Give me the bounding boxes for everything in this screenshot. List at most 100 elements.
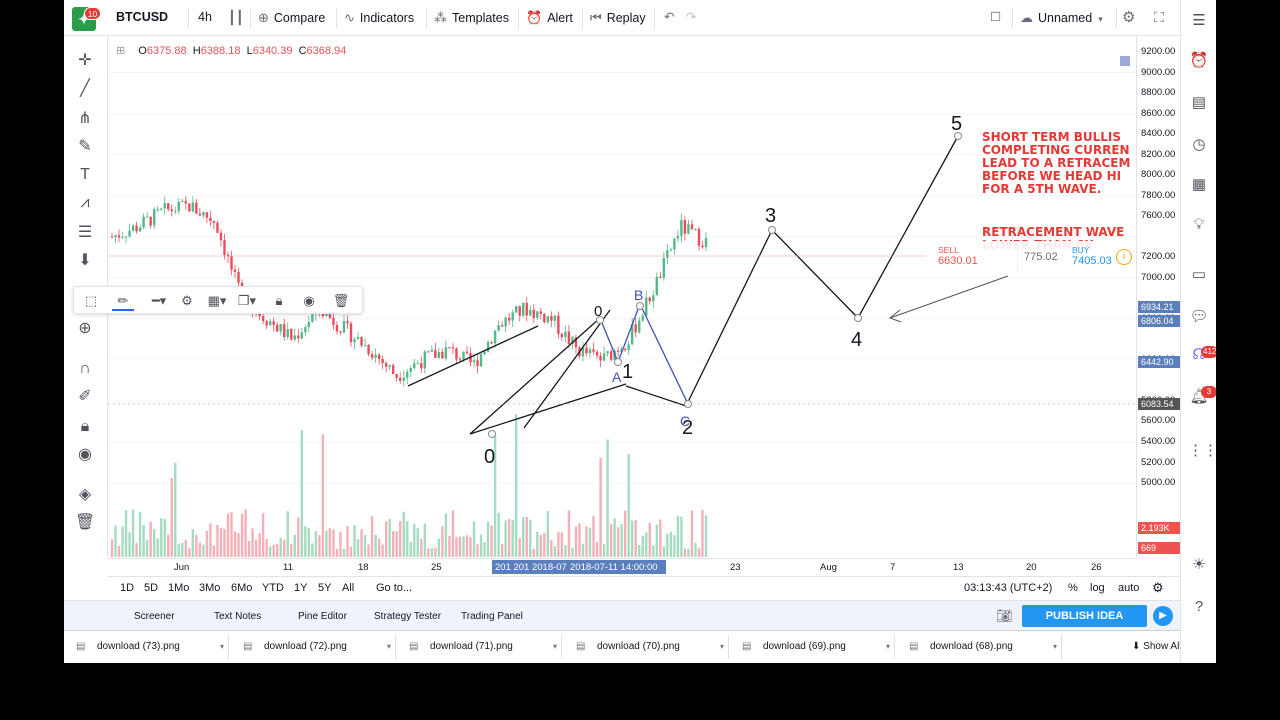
download-item[interactable]: ▤ download (69).png ▾	[732, 635, 895, 659]
interval-button[interactable]: 4h	[198, 10, 212, 24]
range-ytd[interactable]: YTD	[262, 582, 284, 594]
calendar-button[interactable]: ▦	[1188, 174, 1210, 196]
tab-screener[interactable]: Screener	[134, 611, 175, 622]
symbol-search-button[interactable]: BTCUSD	[116, 10, 169, 24]
tab-pine-editor[interactable]: Pine Editor	[298, 611, 347, 622]
crosshair-tool[interactable]: ✛	[74, 50, 96, 72]
abc-correction-path[interactable]	[599, 302, 689, 405]
tab-strategy-tester[interactable]: Strategy Tester	[374, 611, 442, 622]
template-button[interactable]: ⬚	[80, 291, 102, 311]
download-item[interactable]: ▤ download (71).png ▾	[399, 635, 562, 659]
fullscreen-button[interactable]: ⛶	[1154, 0, 1164, 35]
download-item[interactable]: ▤ download (70).png ▾	[566, 635, 729, 659]
more-tools-button[interactable]: ⬇	[74, 250, 96, 272]
info-icon[interactable]	[1120, 56, 1130, 66]
wedge-upper-line[interactable]	[469, 317, 601, 435]
publish-idea-button[interactable]: PUBLISH IDEA	[1022, 605, 1147, 627]
pointer-arrow[interactable]	[889, 275, 1009, 319]
magnet-tool[interactable]: ∩	[74, 358, 96, 380]
time-axis[interactable]: Jun 11 18 25 201 201 2018-07 2018-07-11 …	[108, 558, 1136, 576]
show-all-button[interactable]: ⬇ Show All	[1132, 641, 1182, 652]
zoom-tool[interactable]: ⊕	[74, 318, 96, 340]
indicators-button[interactable]: ∿ Indicators	[344, 0, 414, 35]
line-style-button[interactable]: ━▾	[142, 291, 176, 311]
auto-toggle[interactable]: auto	[1118, 582, 1140, 594]
redo-button[interactable]: ↷	[686, 0, 696, 35]
chevron-down-icon[interactable]: ▾	[885, 642, 890, 651]
layout-name-button[interactable]: ☁ Unnamed ▾	[1020, 0, 1103, 35]
range-1d[interactable]: 1D	[120, 582, 135, 594]
price-chart[interactable]: 0 1 2 3 4 5 0 A B C SHORT TERM BULLISCOM…	[108, 36, 1136, 558]
hide-drawings-tool[interactable]: ◉	[74, 444, 96, 466]
tab-trading-panel[interactable]: Trading Panel	[461, 611, 523, 622]
compare-button[interactable]: ⊕ Compare	[258, 0, 325, 35]
alert-button[interactable]: ⏰ Alert	[526, 0, 573, 35]
visibility-button[interactable]: ▦▾	[204, 291, 230, 311]
price-axis[interactable]: 9200.00 9000.00 8800.00 8600.00 8400.00 8200.…	[1136, 36, 1180, 558]
chevron-down-icon[interactable]: ▾	[719, 642, 724, 651]
ideas-button[interactable]: 💡︎	[1188, 214, 1210, 236]
pitchfork-tool[interactable]: ⋔	[74, 108, 96, 130]
info-circle-icon[interactable]: i	[1116, 249, 1132, 265]
bug-report-button[interactable]: ☀	[1188, 554, 1210, 576]
range-3mo[interactable]: 3Mo	[199, 582, 221, 594]
wave-handle[interactable]	[596, 316, 604, 324]
range-5y[interactable]: 5Y	[318, 582, 332, 594]
line-color-button[interactable]: ✏	[112, 291, 134, 311]
play-icon[interactable]: ▶	[1153, 606, 1173, 626]
chart-style-button[interactable]: ┃┃	[228, 0, 249, 35]
layout-button[interactable]: ☐	[990, 0, 1001, 35]
hide-button[interactable]: ◉	[298, 291, 320, 311]
axis-settings-button[interactable]: ⚙	[1152, 580, 1164, 596]
replay-button[interactable]: ⏮ Replay	[590, 0, 646, 35]
wave-handle[interactable]	[488, 430, 496, 438]
buy-button[interactable]: BUY 7405.03	[1072, 245, 1112, 267]
wave-handle[interactable]	[954, 132, 962, 140]
settings-button[interactable]: ⚙	[1122, 0, 1135, 35]
log-toggle[interactable]: log	[1090, 582, 1105, 594]
channel-line[interactable]	[407, 325, 539, 387]
range-all[interactable]: All	[342, 582, 355, 594]
wave-handle[interactable]	[636, 302, 644, 310]
download-item[interactable]: ▤ download (72).png ▾	[233, 635, 396, 659]
wave-handle[interactable]	[768, 226, 776, 234]
text-tool[interactable]: T	[74, 164, 96, 186]
object-tree-tool[interactable]: ◈	[74, 484, 96, 506]
watchlist-button[interactable]: ☰	[1188, 10, 1210, 32]
download-item[interactable]: ▤ download (68).png ▾	[899, 635, 1062, 659]
alerts-button[interactable]: ⏰	[1188, 50, 1210, 72]
clone-button[interactable]: ❐▾	[234, 291, 260, 311]
percent-toggle[interactable]: %	[1068, 582, 1078, 594]
range-1y[interactable]: 1Y	[294, 582, 308, 594]
clock[interactable]: 03:13:43 (UTC+2)	[964, 582, 1053, 594]
range-1mo[interactable]: 1Mo	[168, 582, 190, 594]
settings-button[interactable]: ⚙	[176, 291, 198, 311]
order-panel-button[interactable]: ⋮⋮	[1188, 440, 1216, 462]
goto-button[interactable]: Go to...	[376, 582, 413, 594]
undo-button[interactable]: ↶	[664, 0, 674, 35]
range-5d[interactable]: 5D	[144, 582, 159, 594]
wedge-lower-line[interactable]	[469, 383, 627, 435]
range-6mo[interactable]: 6Mo	[231, 582, 253, 594]
trendline-tool[interactable]: ╱	[74, 78, 96, 100]
hotlists-button[interactable]: ◷	[1188, 134, 1210, 156]
snapshot-button[interactable]: 📷︎	[996, 608, 1013, 624]
elliott-wave-path[interactable]	[625, 135, 959, 407]
download-item[interactable]: ▤ download (73).png ▾	[66, 635, 229, 659]
wave-handle[interactable]	[614, 358, 622, 366]
pattern-tool[interactable]: ⩘	[74, 192, 96, 214]
lock-drawings-tool[interactable]: 🔒︎	[74, 416, 96, 438]
tab-text-notes[interactable]: Text Notes	[214, 611, 262, 622]
lock-button[interactable]: 🔒︎	[268, 291, 290, 311]
stay-drawing-tool[interactable]: ✐	[74, 386, 96, 408]
remove-drawings-tool[interactable]: 🗑︎	[74, 512, 96, 534]
chevron-down-icon[interactable]: ▾	[386, 642, 391, 651]
chevron-down-icon[interactable]: ▾	[219, 642, 224, 651]
templates-button[interactable]: ⁂ Templates	[434, 0, 509, 35]
collapse-icon[interactable]: ⊞	[116, 45, 126, 57]
chat-button[interactable]: 💬︎	[1188, 306, 1210, 328]
prediction-tool[interactable]: ☰	[74, 222, 96, 244]
wave-handle[interactable]	[854, 314, 862, 322]
brush-tool[interactable]: ✎	[74, 136, 96, 158]
